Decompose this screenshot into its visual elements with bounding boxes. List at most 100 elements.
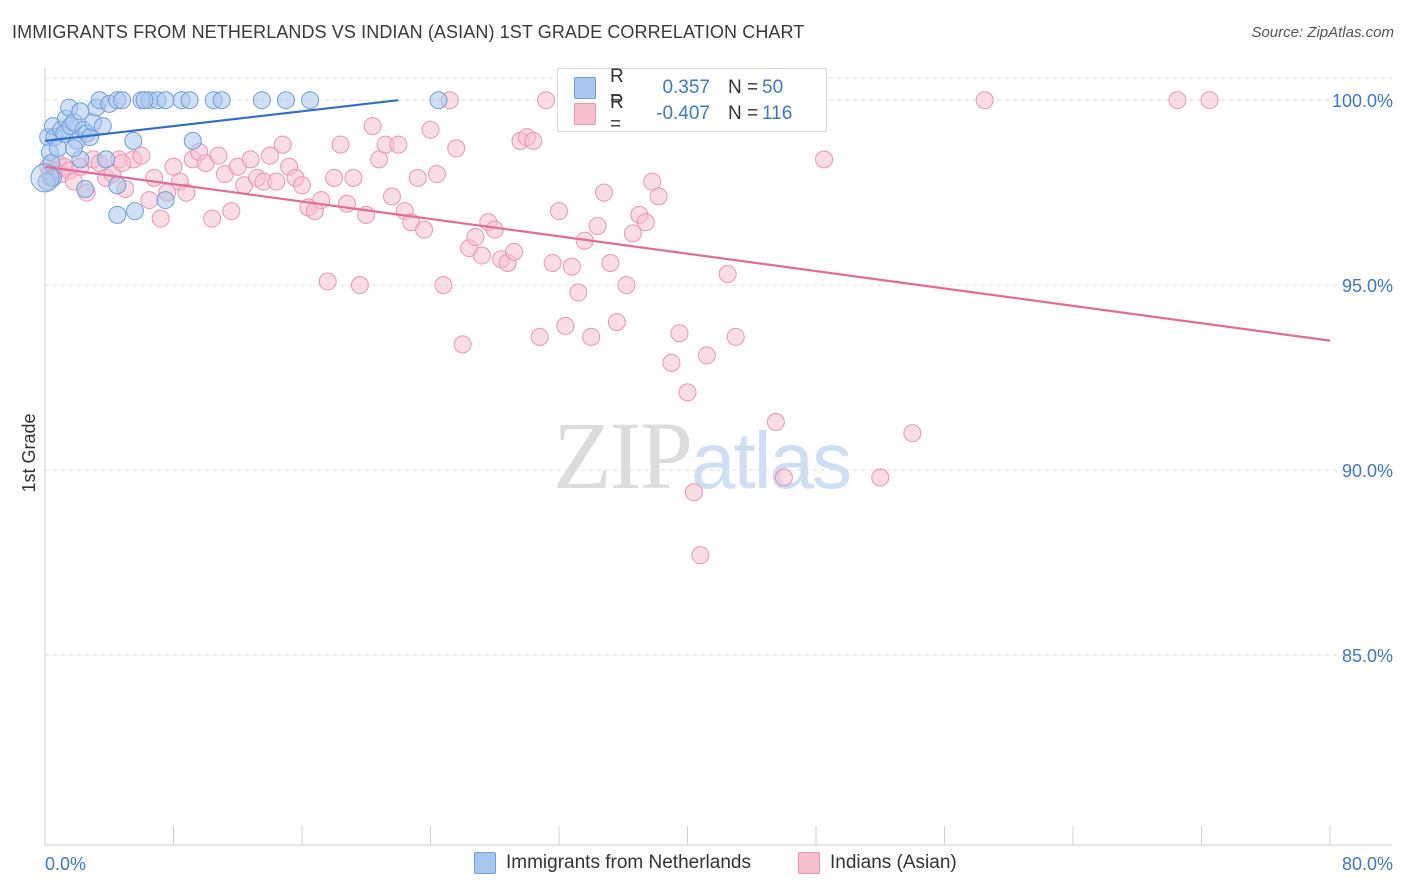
point-indian — [649, 187, 668, 206]
point-indian — [331, 135, 350, 154]
point-netherlands — [108, 176, 127, 195]
point-indian — [530, 327, 549, 346]
y-tick-label: 100.0% — [1332, 91, 1393, 111]
point-netherlands — [64, 139, 83, 158]
point-netherlands — [135, 91, 154, 110]
point-indian — [267, 172, 286, 191]
legend-n-label: N = — [728, 103, 759, 124]
legend-row-netherlands: R = 0.357 N = 50 — [574, 66, 783, 109]
point-netherlands — [212, 91, 231, 110]
stats-legend: R = 0.357 N = 50 R = -0.407 N = 116 — [557, 66, 827, 135]
legend-swatch-blue — [474, 852, 496, 874]
point-netherlands — [97, 150, 116, 169]
point-indian — [569, 283, 588, 302]
point-indian — [697, 346, 716, 365]
point-indian — [453, 335, 472, 354]
point-indian — [594, 183, 613, 202]
point-indian — [623, 224, 642, 243]
point-indian — [466, 228, 485, 247]
point-indian — [617, 276, 636, 295]
point-indian — [293, 176, 311, 195]
legend-swatch-pink — [798, 852, 820, 874]
point-indian — [1200, 91, 1219, 110]
y-tick-label: 95.0% — [1342, 276, 1393, 296]
point-indian — [556, 316, 575, 335]
point-netherlands — [156, 191, 175, 210]
point-indian — [472, 246, 491, 265]
point-netherlands — [125, 202, 144, 221]
legend-swatch-blue — [574, 77, 596, 99]
point-indian — [273, 135, 292, 154]
point-netherlands — [93, 117, 112, 136]
point-indian — [350, 276, 369, 295]
point-indian — [718, 265, 737, 284]
point-indian — [177, 183, 196, 202]
legend-r-label: R = — [610, 66, 624, 109]
point-indian — [582, 327, 601, 346]
point-indian — [427, 165, 446, 184]
point-indian — [203, 209, 222, 228]
point-netherlands — [252, 91, 271, 110]
point-indian — [543, 253, 562, 272]
point-indian — [662, 353, 681, 372]
point-indian — [113, 154, 132, 173]
point-indian — [485, 220, 504, 239]
point-indian — [447, 139, 466, 158]
point-netherlands — [108, 205, 127, 224]
point-indian — [537, 91, 556, 110]
legend-label: Immigrants from Netherlands — [506, 852, 751, 873]
point-indian — [766, 413, 785, 432]
legend-item-indians[interactable]: Indians (Asian) — [798, 852, 957, 874]
x-tick-label: 80.0% — [1342, 854, 1393, 874]
point-indian — [684, 483, 703, 502]
point-indian — [222, 202, 241, 221]
trend-line-indian — [44, 165, 1331, 342]
point-indian — [601, 253, 620, 272]
point-indian — [607, 313, 626, 332]
point-netherlands — [124, 131, 143, 150]
legend-n-label: N = — [728, 77, 759, 98]
point-indian — [260, 146, 279, 165]
point-netherlands — [183, 131, 202, 150]
y-tick-label: 90.0% — [1342, 461, 1393, 481]
point-indian — [421, 120, 440, 139]
y-tick-label: 85.0% — [1342, 646, 1393, 666]
point-netherlands — [156, 91, 175, 110]
point-indian — [151, 209, 170, 228]
legend-r-label: R = — [610, 92, 624, 135]
legend-row-indians: R = -0.407 N = 116 — [574, 92, 793, 135]
point-indian — [344, 168, 363, 187]
point-indian — [550, 202, 568, 221]
point-indian — [505, 242, 524, 261]
point-indian — [337, 194, 356, 213]
point-indian — [325, 168, 344, 187]
point-indian — [774, 468, 793, 487]
x-tick-label: 0.0% — [45, 854, 86, 874]
point-indian — [132, 146, 151, 165]
point-indian — [903, 424, 922, 443]
watermark: ZIPatlas — [553, 402, 852, 509]
legend-item-netherlands[interactable]: Immigrants from Netherlands — [474, 852, 751, 874]
point-indian — [562, 257, 581, 276]
point-indian — [363, 117, 382, 136]
point-indian — [140, 191, 159, 210]
source-label: Source: ZipAtlas.com — [1251, 24, 1394, 41]
point-netherlands — [276, 91, 295, 110]
y-axis-label: 1st Grade — [19, 413, 39, 492]
point-netherlands — [76, 179, 95, 198]
point-indian — [1168, 91, 1187, 110]
point-netherlands-cluster — [30, 163, 60, 193]
point-indian — [389, 135, 408, 154]
point-indian — [871, 468, 890, 487]
point-indian — [209, 146, 228, 165]
point-indian — [415, 220, 434, 239]
legend-n-value: 116 — [762, 103, 793, 124]
legend-swatch-pink — [574, 103, 596, 125]
point-indian — [434, 276, 453, 295]
point-indian — [318, 272, 337, 291]
point-indian — [524, 131, 543, 150]
point-indian — [382, 187, 401, 206]
point-indian — [145, 168, 164, 187]
point-indian — [588, 216, 607, 235]
